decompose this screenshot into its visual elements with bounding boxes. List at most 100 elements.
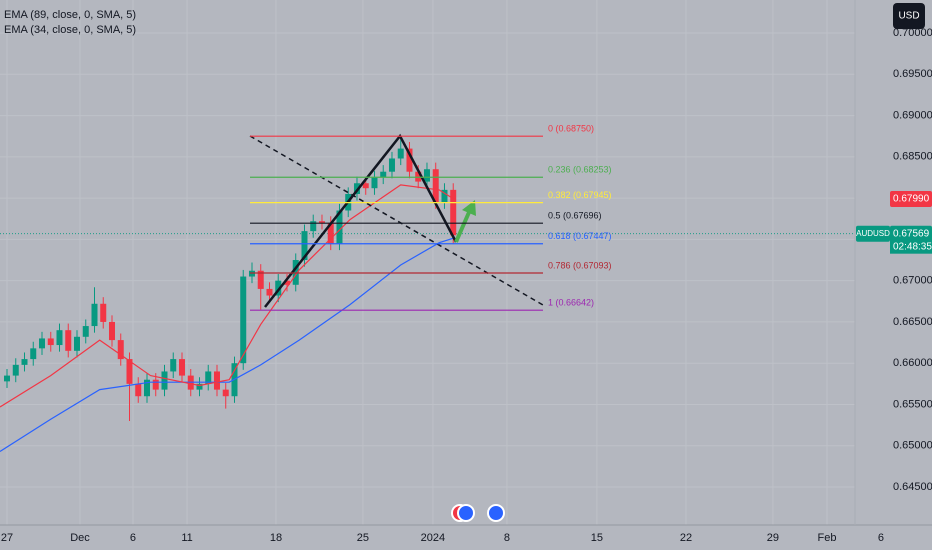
event-icon[interactable] [487,504,505,522]
candle-body [170,359,177,372]
candle-body [205,371,212,384]
candle-body [30,348,37,360]
y-tick-label: 0.70000 [893,27,932,39]
candle-body [441,189,448,203]
y-tick-label: 0.67000 [893,275,932,287]
arrow-head [462,200,476,216]
y-tick-label: 0.66500 [893,316,932,328]
price-tag [890,225,932,242]
candle-body [21,359,28,365]
x-tick-label: Feb [818,532,837,544]
candle-body [248,270,255,277]
trend-line [249,135,544,306]
y-tick-label: 0.66000 [893,357,932,369]
candle-body [432,169,439,203]
legend-entry: EMA (89, close, 0, SMA, 5) [4,9,136,21]
candle-body [301,231,308,261]
candle-body [38,338,45,349]
candle-body [450,189,457,236]
symbol-label: AUDUSD [856,229,890,238]
y-tick-label: 0.68500 [893,151,932,163]
candle-body [275,280,282,296]
fib-retracement: 0 (0.68750) 0.236 (0.68253) 0.382 (0.67945… [250,124,612,311]
fib-label: 0.5 (0.67696) [548,211,602,221]
fib-label: 0.382 (0.67945) [548,190,612,200]
candle-body [56,330,63,346]
legend-entry: EMA (34, close, 0, SMA, 5) [4,24,136,36]
candle-body [65,330,72,351]
candle-body [397,148,404,159]
y-tick-label: 0.65000 [893,440,932,452]
x-tick-label: 11 [181,532,192,544]
candle-body [126,359,133,384]
x-tick-label: 2024 [421,532,445,544]
x-tick-label: 15 [591,532,603,544]
ema-line [0,237,456,453]
x-tick-label: 6 [130,532,136,544]
marks [0,136,457,453]
symbol-tag [856,225,890,242]
candle-body [336,210,343,244]
fib-label: 0 (0.68750) [548,124,594,134]
candle-body [152,379,159,390]
fib-label: 1 (0.66642) [548,298,594,308]
candle-body [240,276,247,364]
candle-body [388,158,395,172]
x-tick-label: 25 [357,532,369,544]
y-tick-label: 0.64500 [893,481,932,493]
candle-body [266,288,273,296]
currency-label: USD [898,11,919,22]
candle-body [178,359,185,376]
price-tag-label: 0.67990 [893,194,930,205]
candle-body [12,364,19,376]
x-tick-label: 6 [878,532,884,544]
candle-body [213,371,220,390]
ema-line [0,184,456,408]
y-tick-label: 0.69500 [893,68,932,80]
x-tick-label: 8 [504,532,510,544]
candle-body [47,338,54,346]
candle-body [3,375,10,382]
candle-body [100,303,107,322]
candle-body [257,270,264,289]
fib-label: 0.786 (0.67093) [548,260,612,270]
candle-body [318,221,325,223]
candle-body [310,221,317,232]
candle-body [222,389,229,397]
candle-body [327,222,334,244]
x-tick-label: 29 [767,532,779,544]
candle-body [283,280,290,285]
candle-body [423,169,430,182]
x-tick-label: 27 [1,532,13,544]
candle-body [362,183,369,189]
countdown-label: 02:48:35 [893,241,932,252]
y-tick-label: 0.69000 [893,109,932,121]
x-tick-label: 22 [680,532,692,544]
fib-label: 0.618 (0.67447) [548,231,612,241]
price-tag [890,190,932,207]
candle-body [108,321,115,341]
candle-body [117,340,124,360]
candle-body [143,379,150,397]
candle-body [73,336,80,351]
currency-button[interactable] [893,3,925,29]
y-tick-label: 0.65500 [893,398,932,410]
grid [0,233,855,235]
axes: 0.700000.695000.690000.685000.680000.675… [1,27,932,544]
x-tick-label: Dec [70,532,90,544]
fib-label: 0.236 (0.68253) [548,165,612,175]
x-tick-label: 18 [270,532,282,544]
countdown-tag [890,239,932,254]
candle-body [196,383,203,390]
candle-body [161,371,168,390]
candle-body [135,383,142,397]
candle-body [380,171,387,178]
candle-body [371,177,378,189]
candle-body [82,326,89,337]
price-tag-label: 0.67569 [893,228,930,239]
arrow-shaft [454,209,472,243]
event-icon[interactable] [457,504,475,522]
